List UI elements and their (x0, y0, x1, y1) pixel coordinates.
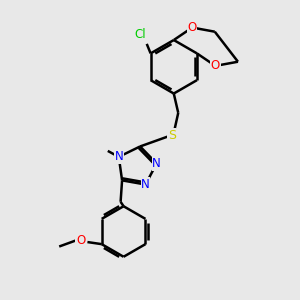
Text: S: S (168, 129, 176, 142)
Text: N: N (141, 178, 150, 191)
Text: Cl: Cl (134, 28, 146, 41)
Text: O: O (211, 59, 220, 72)
Text: O: O (76, 234, 85, 247)
Text: N: N (152, 157, 161, 170)
Text: O: O (188, 21, 197, 34)
Text: N: N (114, 150, 123, 164)
